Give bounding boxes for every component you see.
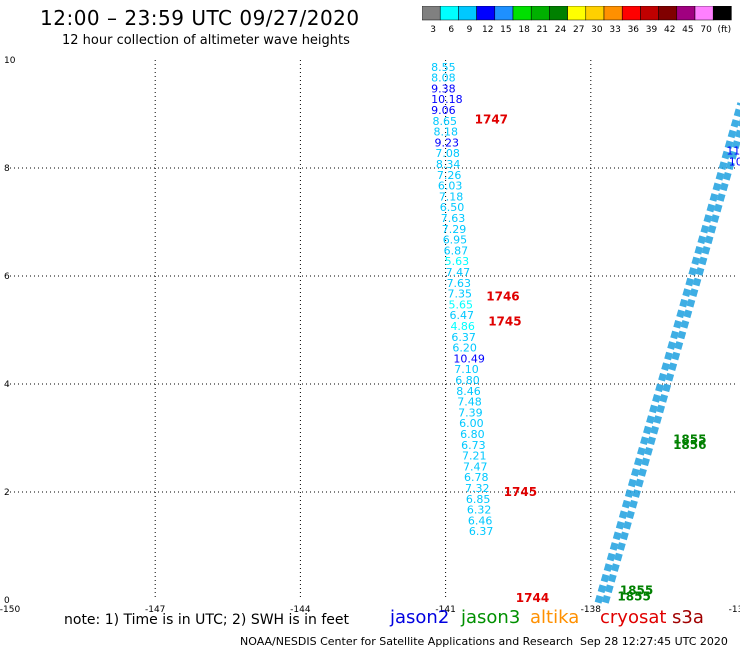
time-label: 1745 [504,485,537,499]
wave-height-value: 10.49 [453,352,485,365]
wave-height-value: 6.20 [452,342,477,355]
satellite-jason2: jason2 [390,607,450,628]
wave-height-value: 6.95 [443,234,468,247]
y-tick-label: 0 [4,596,10,606]
wave-height-value: 7.35 [448,288,473,301]
color-scale-label: 12 [482,25,493,35]
satellite-jason3: jason3 [461,607,521,628]
wave-height-value: 6.80 [455,374,480,387]
credit-line: NOAA/NESDIS Center for Satellite Applica… [240,635,574,648]
y-tick-label: 10 [4,56,16,66]
color-scale-label: (ft) [718,25,732,35]
y-tick-label: 2 [4,488,10,498]
wave-height-value: 9.23 [434,136,459,149]
color-scale-label: 70 [700,25,712,35]
wave-height-value: 8.08 [431,72,456,85]
wave-height-value: 6.00 [459,417,484,430]
color-scale-label: 27 [573,25,584,35]
color-scale-legend: 3 6 9 12 15 18 21 24 27 30 33 36 39 42 45 70 (ft) [422,6,732,35]
wave-height-value: 8.65 [433,115,458,128]
wave-height-value: 11.2 [726,145,740,158]
time-label: 1746 [486,289,519,303]
wave-height-value: 6.80 [460,428,485,441]
satellite-altika: altika [530,607,580,628]
wave-height-value: 7.32 [465,482,490,495]
x-tick-label: -13 [729,605,740,615]
time-label: 1856 [673,438,706,452]
satellite-cryosat: cryosat [600,607,667,628]
x-tick-label: -147 [145,605,165,615]
x-tick-label: -150 [0,605,20,615]
color-scale-label: 18 [518,25,530,35]
wave-height-value: 7.21 [462,450,487,463]
x-tick-label: -138 [581,605,602,615]
wave-height-value: 6.50 [440,201,465,214]
time-label: 1744 [516,591,549,605]
wave-height-value: 7.47 [446,266,471,279]
wave-height-value: 7.08 [435,147,460,160]
x-tick-label: -141 [435,605,455,615]
wave-height-value: 6.37 [469,525,494,538]
color-scale-label: 21 [537,25,548,35]
chart-title: 12:00 – 23:59 UTC 09/27/2020 [40,6,360,30]
time-label: 1855 [617,590,650,604]
wave-height-value: 5.63 [445,255,470,268]
time-label: 1745 [488,315,521,329]
color-scale-label: 33 [609,25,620,35]
wave-height-value: 5.65 [449,298,474,311]
wave-height-value: 6.46 [468,514,493,527]
chart-subtitle: 12 hour collection of altimeter wave hei… [62,33,350,48]
time-label: 1855 [620,584,653,598]
time-label: 1747 [475,113,508,127]
wave-height-value: 8.34 [436,158,461,171]
wave-height-value: 6.32 [467,504,492,517]
color-scale-label: 30 [591,25,603,35]
wave-height-value: 8.55 [431,61,456,74]
generated-timestamp: Sep 28 12:27:45 UTC 2020 [580,635,728,648]
wave-height-value: 7.26 [437,169,462,182]
satellite-s3a: s3a [672,607,704,628]
wave-height-value: 7.48 [457,396,482,409]
wave-height-value: 4.86 [450,320,475,333]
satellite-track-diagonal [601,118,740,604]
x-tick-label: -144 [290,605,311,615]
wave-height-value: 9.38 [431,82,456,95]
wave-height-value: 6.37 [451,331,476,344]
color-scale-label: 42 [664,25,675,35]
color-scale-label: 39 [646,25,658,35]
time-label: 1855 [673,432,706,446]
wave-height-value: 7.18 [439,190,464,203]
wave-height-value: 6.73 [461,439,486,452]
y-tick-label: 8 [4,164,10,174]
y-tick-label: 4 [4,380,10,390]
wave-height-value: 6.47 [449,309,474,322]
color-scale-label: 45 [682,25,693,35]
wave-height-value: 10.18 [431,93,463,106]
y-tick-label: 6 [4,272,10,282]
wave-height-value: 7.63 [447,277,472,290]
color-scale-label: 15 [500,25,511,35]
wave-height-value: 9.06 [431,104,456,117]
color-scale-label: 6 [448,25,454,35]
wave-height-value: 8.18 [434,126,459,139]
color-scale-label: 24 [555,25,567,35]
satellite-track-diagonal [594,102,740,604]
wave-height-value: 6.87 [444,244,469,257]
wave-height-value: 7.63 [441,212,466,225]
color-swatch [712,6,732,21]
wave-height-value: 6.85 [466,493,491,506]
wave-height-value: 7.47 [463,460,488,473]
color-scale-label: 3 [430,25,436,35]
wave-height-value: 7.29 [442,223,467,236]
wave-height-value: 8.46 [456,385,481,398]
color-scale-label: 9 [467,25,473,35]
wave-height-value: 10.2 [729,155,740,168]
color-scale-label: 36 [628,25,640,35]
wave-height-value: 6.03 [438,180,463,193]
footer-note: note: 1) Time is in UTC; 2) SWH is in fe… [64,612,350,628]
wave-height-value: 7.10 [454,363,479,376]
wave-height-value: 6.78 [464,471,489,484]
wave-height-value: 7.39 [458,406,483,419]
